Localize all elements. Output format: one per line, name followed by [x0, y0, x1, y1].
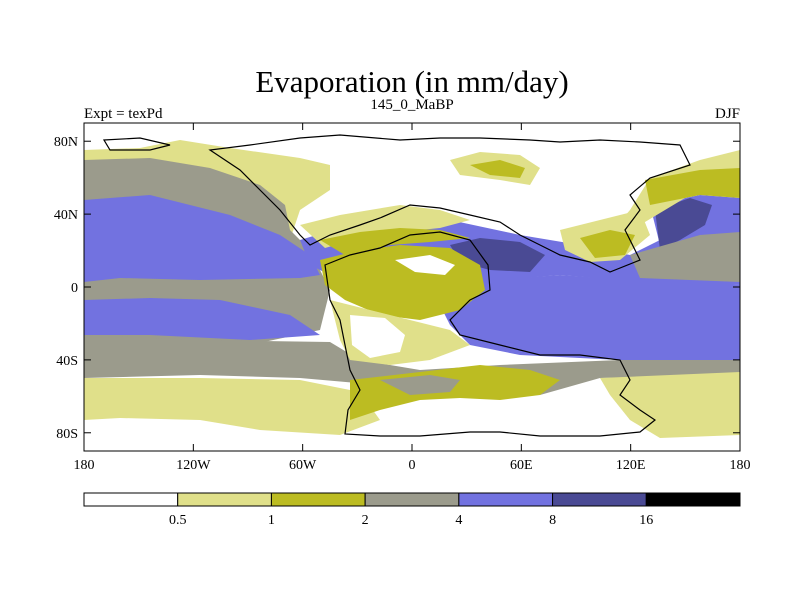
colorbar-swatch	[270, 492, 366, 507]
band-southern-low-east	[600, 372, 740, 438]
band-pacific-east	[630, 232, 740, 282]
colorbar-level-label: 4	[455, 513, 462, 528]
x-tick-label: 120E	[616, 458, 646, 473]
colorbar-swatch	[177, 492, 272, 507]
colorbar-swatch	[364, 492, 460, 507]
band-arctic-patch-mid	[470, 160, 525, 178]
coastline-gondwana	[324, 231, 657, 437]
band-southern-low	[84, 378, 380, 435]
x-axis: 180 120W 60W 0 60E 120E 180	[74, 123, 751, 473]
y-tick-label: 40N	[54, 208, 78, 223]
colorbar: 0.5 1 2 4 8 16	[83, 492, 741, 528]
band-gondwana-west-dry	[350, 315, 405, 358]
band-ocean-high-south	[84, 298, 320, 340]
band-southern-mid	[84, 335, 740, 395]
colorbar-swatch	[552, 492, 647, 507]
band-north-pacific-mid	[645, 168, 740, 205]
plot-area	[84, 123, 740, 451]
band-east-asia-mid	[580, 230, 635, 258]
chart-title: Evaporation (in mm/day)	[255, 64, 568, 99]
coastline-greenland	[102, 137, 171, 151]
colorbar-level-label: 8	[549, 513, 556, 528]
y-axis: 80N 40N 0 40S 80S	[54, 135, 740, 442]
x-tick-label: 0	[409, 458, 416, 473]
band-gondwana-north-dry	[395, 255, 455, 275]
band-antarctica-patch	[380, 375, 460, 395]
band-indian-ocean	[430, 275, 740, 360]
colorbar-swatch	[458, 492, 554, 507]
right-string: DJF	[715, 106, 740, 122]
colorbar-swatch	[645, 492, 741, 507]
colorbar-swatch	[83, 492, 179, 507]
band-ocean-high	[84, 195, 320, 282]
y-tick-label: 0	[71, 281, 78, 296]
x-tick-label: 180	[730, 458, 751, 473]
colorbar-level-label: 16	[639, 513, 653, 528]
y-tick-label: 80S	[56, 427, 78, 442]
colorbar-level-label: 1	[268, 513, 275, 528]
x-tick-label: 60E	[510, 458, 533, 473]
left-string: Expt = texPd	[84, 106, 163, 122]
y-tick-label: 80N	[54, 135, 78, 150]
center-string: 145_0_MaBP	[370, 97, 453, 113]
filled-contours	[84, 140, 740, 438]
coastlines	[102, 134, 691, 437]
colorbar-level-label: 2	[362, 513, 369, 528]
coastline-laurasia	[208, 134, 691, 273]
band-pacific-west-max	[655, 198, 712, 250]
x-tick-label: 180	[74, 458, 95, 473]
y-tick-label: 40S	[56, 354, 78, 369]
x-tick-label: 60W	[289, 458, 317, 473]
x-tick-label: 120W	[176, 458, 211, 473]
colorbar-level-label: 0.5	[169, 513, 187, 528]
